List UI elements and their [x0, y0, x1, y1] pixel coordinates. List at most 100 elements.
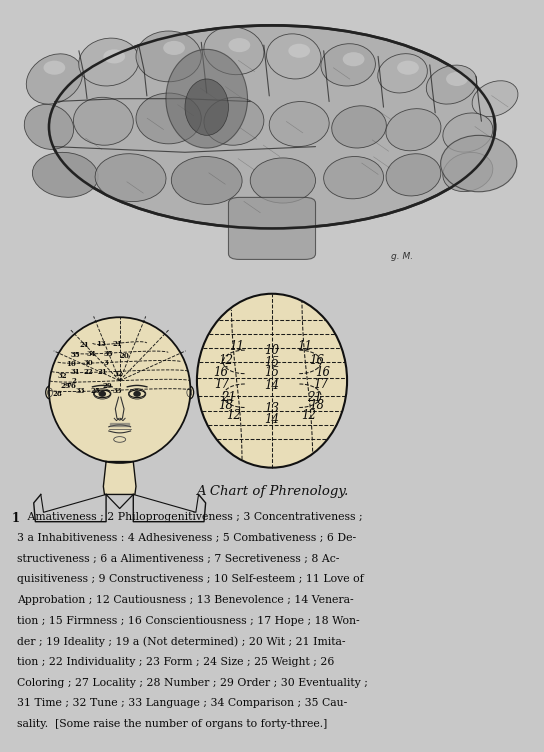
Text: 13: 13 [96, 340, 106, 348]
Text: 18: 18 [218, 399, 233, 411]
Text: 18: 18 [309, 399, 324, 411]
Text: 16: 16 [309, 354, 324, 368]
Text: 76: 76 [67, 382, 77, 390]
Ellipse shape [98, 391, 106, 397]
Text: 33: 33 [112, 387, 122, 395]
Text: 11: 11 [229, 341, 244, 353]
Ellipse shape [250, 158, 316, 203]
Ellipse shape [443, 153, 493, 192]
Text: 16: 16 [315, 365, 330, 379]
Ellipse shape [197, 294, 347, 468]
Text: 10: 10 [66, 360, 76, 368]
Ellipse shape [288, 44, 310, 58]
Text: 29: 29 [60, 382, 70, 390]
Text: 15: 15 [264, 365, 280, 379]
Text: 3 a Inhabitiveness : 4 Adhesiveness ; 5 Combativeness ; 6 De-: 3 a Inhabitiveness : 4 Adhesiveness ; 5 … [17, 533, 356, 543]
Ellipse shape [136, 93, 201, 144]
Text: 17: 17 [313, 378, 329, 391]
Text: 12: 12 [301, 409, 317, 423]
Text: sality.  [Some raise the number of organs to forty-three.]: sality. [Some raise the number of organs… [17, 719, 327, 729]
Ellipse shape [185, 386, 194, 399]
Text: der ; 19 Ideality ; 19 a (Not determined) ; 20 Wit ; 21 Imita-: der ; 19 Ideality ; 19 a (Not determined… [17, 636, 346, 647]
Ellipse shape [136, 31, 201, 82]
Ellipse shape [426, 65, 477, 104]
Text: 34: 34 [86, 350, 96, 358]
Ellipse shape [129, 390, 145, 398]
Text: 12: 12 [226, 409, 242, 423]
Ellipse shape [24, 105, 73, 150]
Text: Coloring ; 27 Locality ; 28 Number ; 29 Order ; 30 Eventuality ;: Coloring ; 27 Locality ; 28 Number ; 29 … [17, 678, 368, 688]
Text: Amativeness ; 2 Philoprogenitiveness ; 3 Concentrativeness ;: Amativeness ; 2 Philoprogenitiveness ; 3… [24, 512, 362, 523]
Ellipse shape [343, 52, 364, 66]
Text: 14: 14 [264, 413, 280, 426]
Text: 33: 33 [76, 387, 85, 395]
Text: A Chart of Phrenology.: A Chart of Phrenology. [196, 484, 348, 498]
Ellipse shape [94, 390, 110, 398]
Text: 20: 20 [119, 352, 129, 359]
Ellipse shape [321, 44, 375, 86]
Ellipse shape [95, 153, 166, 202]
FancyBboxPatch shape [228, 197, 316, 259]
Ellipse shape [386, 153, 441, 196]
Text: 25: 25 [90, 387, 100, 395]
Polygon shape [103, 462, 136, 495]
Ellipse shape [441, 135, 517, 192]
Text: g. M.: g. M. [392, 253, 413, 262]
Ellipse shape [171, 156, 242, 205]
Ellipse shape [204, 27, 264, 74]
Ellipse shape [49, 317, 190, 463]
Text: 21: 21 [307, 390, 322, 404]
Text: 21: 21 [112, 340, 122, 348]
Ellipse shape [166, 50, 248, 148]
Ellipse shape [446, 72, 468, 86]
Ellipse shape [228, 38, 250, 52]
Ellipse shape [46, 386, 54, 399]
Ellipse shape [443, 113, 493, 152]
Text: 22: 22 [83, 368, 93, 376]
Text: 31 Time ; 32 Tune ; 33 Language ; 34 Comparison ; 35 Cau-: 31 Time ; 32 Tune ; 33 Language ; 34 Com… [17, 699, 348, 708]
Text: 2: 2 [71, 377, 76, 385]
Ellipse shape [49, 26, 495, 229]
Text: 16: 16 [213, 365, 228, 379]
Text: 3: 3 [104, 359, 108, 367]
Ellipse shape [26, 54, 83, 104]
Ellipse shape [332, 106, 386, 148]
Ellipse shape [378, 53, 428, 93]
Ellipse shape [73, 97, 133, 145]
Ellipse shape [472, 80, 518, 117]
Text: 35: 35 [70, 351, 80, 359]
Text: 15: 15 [264, 356, 280, 369]
Text: 11: 11 [297, 341, 312, 353]
Ellipse shape [103, 50, 125, 63]
Text: tion ; 22 Individuality ; 23 Form ; 24 Size ; 25 Weight ; 26: tion ; 22 Individuality ; 23 Form ; 24 S… [17, 657, 335, 667]
Ellipse shape [324, 156, 384, 199]
Ellipse shape [33, 153, 98, 197]
Text: 29: 29 [103, 382, 113, 390]
Text: 30: 30 [83, 359, 93, 367]
Ellipse shape [267, 34, 321, 79]
Text: 17: 17 [214, 378, 230, 391]
Text: 32: 32 [114, 370, 123, 378]
Text: structiveness ; 6 a Alimentiveness ; 7 Secretiveness ; 8 Ac-: structiveness ; 6 a Alimentiveness ; 7 S… [17, 553, 340, 564]
Ellipse shape [44, 61, 65, 74]
Text: 32: 32 [58, 372, 67, 380]
Text: 12: 12 [218, 354, 233, 368]
Text: 13: 13 [264, 402, 280, 415]
Text: Approbation ; 12 Cautiousness ; 13 Benevolence ; 14 Venera-: Approbation ; 12 Cautiousness ; 13 Benev… [17, 595, 354, 605]
Text: 21: 21 [221, 390, 236, 404]
Text: 21: 21 [79, 341, 89, 350]
Text: 28: 28 [52, 390, 62, 398]
Ellipse shape [386, 109, 441, 150]
Ellipse shape [133, 391, 141, 397]
Text: 10: 10 [264, 344, 280, 356]
Text: 14: 14 [264, 379, 280, 392]
Text: 35: 35 [104, 350, 114, 358]
Ellipse shape [79, 38, 139, 86]
Ellipse shape [269, 102, 329, 147]
Text: tion ; 15 Firmness ; 16 Conscientiousness ; 17 Hope ; 18 Won-: tion ; 15 Firmness ; 16 Conscientiousnes… [17, 616, 360, 626]
Ellipse shape [397, 61, 419, 74]
Text: 21: 21 [97, 368, 107, 376]
Text: 1: 1 [12, 512, 20, 526]
Ellipse shape [163, 41, 185, 55]
Ellipse shape [185, 79, 228, 135]
